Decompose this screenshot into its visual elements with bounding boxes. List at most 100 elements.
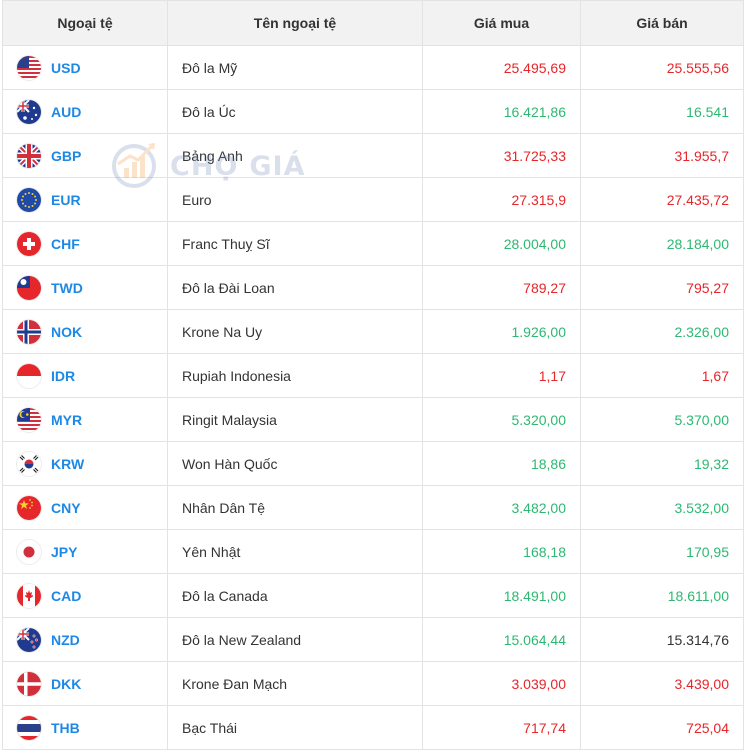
table-row: JPY Yên Nhật 168,18 170,95: [2, 529, 744, 574]
sell-price: 795,27: [580, 265, 744, 310]
sell-price: 170,95: [580, 529, 744, 574]
currency-code[interactable]: TWD: [51, 279, 83, 296]
header-currency-name: Tên ngoại tệ: [167, 0, 423, 46]
currency-code[interactable]: GBP: [51, 147, 82, 164]
currency-code[interactable]: NZD: [51, 631, 80, 648]
currency-code[interactable]: MYR: [51, 411, 83, 428]
currency-code[interactable]: EUR: [51, 191, 81, 208]
currency-code-wrap: AUD: [17, 99, 153, 124]
sell-price: 18.611,00: [580, 573, 744, 618]
currency-name: Bạc Thái: [167, 705, 423, 750]
buy-price: 31.725,33: [422, 133, 581, 178]
sell-price: 3.532,00: [580, 485, 744, 530]
table-row: NOK Krone Na Uy 1.926,00 2.326,00: [2, 309, 744, 354]
buy-price: 5.320,00: [422, 397, 581, 442]
currency-code-cell: CAD: [2, 573, 168, 618]
currency-code-cell: TWD: [2, 265, 168, 310]
currency-code-wrap: NZD: [17, 627, 153, 652]
currency-code-wrap: KRW: [17, 451, 153, 476]
nz-flag-icon: [17, 627, 41, 652]
currency-code[interactable]: KRW: [51, 455, 85, 472]
currency-code[interactable]: IDR: [51, 367, 76, 384]
sell-price: 725,04: [580, 705, 744, 750]
table-row: DKK Krone Đan Mạch 3.039,00 3.439,00: [2, 661, 744, 706]
currency-code-wrap: EUR: [17, 187, 153, 212]
buy-price: 789,27: [422, 265, 581, 310]
currency-name: Franc Thuỵ Sĩ: [167, 221, 423, 266]
currency-code[interactable]: JPY: [51, 543, 78, 560]
buy-price: 1,17: [422, 353, 581, 398]
us-flag-icon: [17, 55, 41, 80]
table-row: EUR Euro 27.315,9 27.435,72: [2, 177, 744, 222]
kr-flag-icon: [17, 451, 41, 476]
buy-price: 27.315,9: [422, 177, 581, 222]
currency-code[interactable]: USD: [51, 59, 81, 76]
currency-code-wrap: THB: [17, 715, 153, 740]
buy-price: 28.004,00: [422, 221, 581, 266]
currency-name: Krone Na Uy: [167, 309, 423, 354]
sell-price: 27.435,72: [580, 177, 744, 222]
sell-price: 2.326,00: [580, 309, 744, 354]
currency-name: Yên Nhật: [167, 529, 423, 574]
currency-code-cell: AUD: [2, 89, 168, 134]
gb-flag-icon: [17, 143, 41, 168]
currency-name: Euro: [167, 177, 423, 222]
currency-code[interactable]: AUD: [51, 103, 82, 120]
currency-code-wrap: CNY: [17, 495, 153, 520]
currency-code-cell: NZD: [2, 617, 168, 662]
currency-name: Nhân Dân Tệ: [167, 485, 423, 530]
buy-price: 168,18: [422, 529, 581, 574]
sell-price: 31.955,7: [580, 133, 744, 178]
currency-name: Bảng Anh: [167, 133, 423, 178]
buy-price: 717,74: [422, 705, 581, 750]
table-header: Ngoại tệ Tên ngoại tệ Giá mua Giá bán: [2, 0, 744, 46]
table-row: MYR Ringit Malaysia 5.320,00 5.370,00: [2, 397, 744, 442]
currency-code[interactable]: NOK: [51, 323, 83, 340]
ch-flag-icon: [17, 231, 41, 256]
currency-name: Đô la Úc: [167, 89, 423, 134]
currency-code-wrap: JPY: [17, 539, 153, 564]
currency-name: Đô la Đài Loan: [167, 265, 423, 310]
currency-code-cell: NOK: [2, 309, 168, 354]
currency-code-wrap: USD: [17, 55, 153, 80]
currency-code-wrap: NOK: [17, 319, 153, 344]
table-row: CNY Nhân Dân Tệ 3.482,00 3.532,00: [2, 485, 744, 530]
sell-price: 15.314,76: [580, 617, 744, 662]
currency-code-wrap: DKK: [17, 671, 153, 696]
sell-price: 16.541: [580, 89, 744, 134]
cn-flag-icon: [17, 495, 41, 520]
id-flag-icon: [17, 363, 41, 388]
currency-code-cell: USD: [2, 45, 168, 90]
sell-price: 5.370,00: [580, 397, 744, 442]
buy-price: 1.926,00: [422, 309, 581, 354]
table-row: TWD Đô la Đài Loan 789,27 795,27: [2, 265, 744, 310]
table-row: KRW Won Hàn Quốc 18,86 19,32: [2, 441, 744, 486]
currency-code[interactable]: CAD: [51, 587, 82, 604]
currency-name: Krone Đan Mạch: [167, 661, 423, 706]
buy-price: 18,86: [422, 441, 581, 486]
au-flag-icon: [17, 99, 41, 124]
my-flag-icon: [17, 407, 41, 432]
currency-code-wrap: CHF: [17, 231, 153, 256]
currency-name: Ringit Malaysia: [167, 397, 423, 442]
table-row: USD Đô la Mỹ 25.495,69 25.555,56: [2, 45, 744, 90]
header-sell-price: Giá bán: [580, 0, 744, 46]
sell-price: 28.184,00: [580, 221, 744, 266]
eu-flag-icon: [17, 187, 41, 212]
table-row: THB Bạc Thái 717,74 725,04: [2, 705, 744, 750]
currency-code[interactable]: DKK: [51, 675, 82, 692]
header-currency-code: Ngoại tệ: [2, 0, 168, 46]
header-row: Ngoại tệ Tên ngoại tệ Giá mua Giá bán: [2, 0, 744, 46]
currency-name: Đô la New Zealand: [167, 617, 423, 662]
currency-name: Đô la Mỹ: [167, 45, 423, 90]
sell-price: 3.439,00: [580, 661, 744, 706]
currency-code[interactable]: CHF: [51, 235, 80, 252]
currency-code[interactable]: THB: [51, 719, 80, 736]
currency-code-cell: MYR: [2, 397, 168, 442]
currency-code-cell: THB: [2, 705, 168, 750]
currency-code-cell: JPY: [2, 529, 168, 574]
table-row: CAD Đô la Canada 18.491,00 18.611,00: [2, 573, 744, 618]
currency-code[interactable]: CNY: [51, 499, 81, 516]
table-row: AUD Đô la Úc 16.421,86 16.541: [2, 89, 744, 134]
th-flag-icon: [17, 715, 41, 740]
